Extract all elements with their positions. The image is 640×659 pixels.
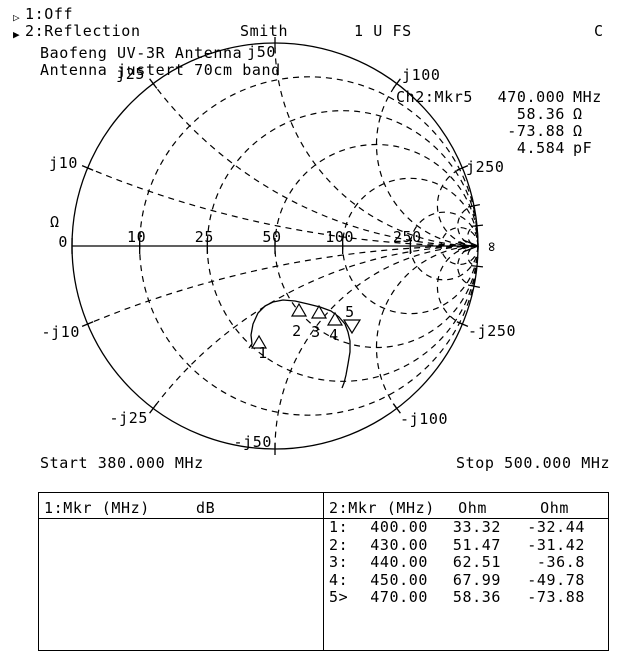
format-label: Smith: [240, 22, 289, 40]
svg-text:j25: j25: [116, 65, 145, 83]
axis-labels: 10 25 50 100 250 0 Ω ∞: [50, 213, 501, 254]
marker-table-divider: [323, 492, 324, 650]
table-row-1-col-2: 33.32: [452, 518, 501, 536]
table-ch1-unit: dB: [196, 499, 216, 517]
marker-table-header-rule: [38, 518, 608, 519]
reactance-labels: j10 j25 j50 j100 j250 -j10 -j25 -j50 -j100 -j250: [41, 43, 516, 451]
table-row-5-col-1: 470.00: [370, 588, 428, 606]
table-row-3-col-2: 62.51: [452, 553, 501, 571]
marker-1-triangle-icon[interactable]: [250, 334, 268, 349]
table-row-1-col-1: 400.00: [370, 518, 428, 536]
readout-value: -73.88: [507, 122, 565, 140]
svg-text:10: 10: [127, 228, 146, 246]
svg-text:j250: j250: [466, 158, 505, 176]
table-row-4-col-3: -49.78: [527, 570, 585, 589]
svg-text:-j25: -j25: [109, 409, 148, 427]
table-ch2-unit1: Ohm: [458, 499, 487, 517]
svg-text:250: 250: [393, 228, 422, 246]
table-row-2-col-1: 430.00: [370, 535, 428, 554]
marker-5-triangle-icon[interactable]: [342, 319, 362, 335]
channel2-label: 2:Reflection: [25, 22, 141, 40]
readout-unit: pF: [573, 139, 593, 157]
table-row-2-col-3: -31.42: [527, 535, 585, 554]
marker-3-triangle-icon[interactable]: [310, 304, 328, 319]
readout-value: 4.584: [516, 139, 565, 157]
svg-text:j10: j10: [49, 154, 78, 172]
correction-status: C: [594, 22, 604, 40]
table-ch1-title: 1:Mkr (MHz): [44, 499, 150, 517]
marker-4-triangle-icon[interactable]: [326, 311, 344, 326]
readout-value: 58.36: [516, 105, 565, 123]
table-row-3-col-3: -36.8: [536, 553, 585, 571]
perimeter-ticks: [81, 37, 484, 455]
table-row-4-col-1: 450.00: [370, 570, 428, 589]
svg-text:50: 50: [262, 228, 281, 246]
marker-2-number: 2: [292, 322, 302, 340]
readout-prefix: Ch2:Mkr5: [396, 88, 474, 106]
svg-text:-j100: -j100: [400, 410, 448, 428]
channel1-indicator-icon: ▷: [13, 11, 21, 24]
table-row-2-col-2: 51.47: [452, 535, 501, 554]
table-ch2-unit2: Ohm: [540, 499, 569, 517]
marker-1-number: 1: [258, 344, 268, 362]
svg-text:100: 100: [325, 228, 354, 246]
svg-text:-j10: -j10: [41, 323, 80, 341]
svg-text:∞: ∞: [483, 242, 501, 252]
readout-unit: Ω: [573, 122, 583, 140]
scale-label: 1 U FS: [354, 22, 412, 40]
svg-text:j50: j50: [247, 43, 276, 61]
channel2-indicator-icon: ▶: [13, 28, 21, 41]
table-row-5-col-3: -73.88: [527, 588, 585, 606]
svg-text:j100: j100: [402, 66, 441, 84]
readout-value: 470.000: [497, 88, 565, 106]
table-row-4-col-0: 4:: [329, 570, 349, 589]
table-row-5-col-2: 58.36: [452, 588, 501, 606]
svg-text:Ω: Ω: [50, 213, 60, 231]
svg-text:0: 0: [58, 233, 68, 251]
readout-unit: Ω: [573, 105, 583, 123]
svg-text:-j250: -j250: [468, 322, 516, 340]
table-row-3-col-0: 3:: [329, 553, 349, 571]
channel1-label: 1:Off: [25, 5, 74, 23]
table-row-1-col-0: 1:: [329, 518, 349, 536]
marker-3-number: 3: [311, 323, 321, 341]
table-row-5-col-0: 5>: [329, 588, 349, 606]
marker-4-number: 4: [329, 326, 339, 344]
marker-2-triangle-icon[interactable]: [290, 302, 308, 317]
table-row-2-col-0: 2:: [329, 535, 349, 554]
stop-frequency: Stop 500.000 MHz: [456, 454, 611, 472]
markers: 1 2 3 45: [250, 302, 362, 362]
table-row-1-col-3: -32.44: [527, 518, 585, 536]
start-frequency: Start 380.000 MHz: [40, 454, 204, 472]
table-row-4-col-2: 67.99: [452, 570, 501, 589]
svg-text:25: 25: [195, 228, 214, 246]
table-row-3-col-1: 440.00: [370, 553, 428, 571]
marker-5-number: 5: [345, 303, 355, 321]
axis-arrow-icon: [457, 239, 479, 253]
table-ch2-title: 2:Mkr (MHz): [329, 499, 435, 517]
readout-unit: MHz: [573, 88, 602, 106]
svg-text:-j50: -j50: [233, 433, 272, 451]
